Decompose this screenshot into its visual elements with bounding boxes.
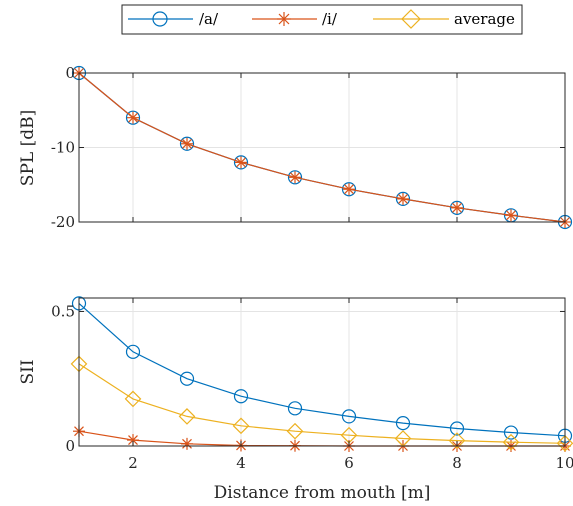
sii-point-i — [181, 437, 193, 450]
spl-point-i — [505, 209, 517, 222]
sii-ylabel: SII — [18, 359, 38, 384]
sii-xtick-label: 10 — [555, 454, 573, 472]
sii-point-a — [287, 401, 303, 416]
sii-ytick-label: 0.5 — [51, 302, 75, 320]
spl-point-i — [397, 192, 409, 205]
sii-xtick-label: 6 — [344, 454, 354, 472]
spl-axes: 0 -10 -20 SPL [dB] — [18, 64, 573, 231]
sii-axes: 2 4 6 8 10 0 0.5 SII Distance from mouth [m] — [18, 296, 573, 503]
legend-label-a: /a/ — [199, 10, 219, 28]
spl-series-i-line — [78, 72, 566, 223]
sii-point-average — [556, 434, 573, 452]
sii-point-average — [286, 422, 304, 440]
spl-point-i — [289, 171, 301, 184]
spl-point-a — [125, 110, 141, 125]
sii-xtick-label: 8 — [452, 454, 462, 472]
spl-point-a — [395, 191, 411, 207]
sii-xlabel: Distance from mouth [m] — [214, 483, 431, 503]
spl-ticks: 0 -10 -20 — [51, 64, 566, 231]
sii-point-a — [125, 344, 141, 359]
spl-grid — [79, 72, 566, 223]
spl-point-a — [449, 200, 465, 215]
sii-point-a — [341, 409, 357, 424]
legend-marker-i — [277, 12, 291, 26]
legend-entry-i: /i/ — [252, 10, 338, 28]
legend-entry-a: /a/ — [128, 10, 219, 28]
sii-xtick-label: 4 — [236, 454, 246, 472]
sii-point-a — [449, 421, 465, 436]
spl-ytick-label: -10 — [51, 139, 75, 157]
spl-point-i — [235, 156, 247, 169]
sii-point-a — [503, 425, 519, 440]
legend-marker-average — [401, 9, 421, 29]
sii-point-a — [179, 371, 195, 386]
sii-ytick-label: 0 — [65, 437, 75, 455]
sii-point-average — [178, 408, 196, 425]
spl-ylabel: SPL [dB] — [18, 110, 38, 186]
spl-point-i — [343, 183, 355, 196]
spl-point-a — [287, 170, 303, 185]
sii-point-i — [127, 434, 139, 447]
spl-series — [71, 65, 573, 230]
spl-point-a — [233, 155, 249, 170]
sii-point-a — [233, 389, 249, 404]
sii-point-average — [124, 390, 142, 408]
spl-point-a — [179, 136, 195, 151]
sii-series-a-line — [78, 302, 566, 437]
sii-point-average — [232, 417, 250, 435]
sii-point-a — [395, 416, 411, 431]
sii-point-average — [502, 433, 520, 451]
sii-series — [70, 296, 573, 452]
legend: /a/ /i/ average — [121, 4, 523, 35]
spl-point-i — [127, 111, 139, 124]
sii-grid — [79, 298, 566, 447]
spl-point-a — [341, 182, 357, 197]
sii-axes-frame — [78, 297, 566, 447]
sii-point-average — [448, 432, 466, 449]
spl-point-i — [181, 137, 193, 150]
legend-entry-average: average — [373, 9, 515, 29]
spl-point-i — [451, 201, 463, 214]
sii-series-average-line — [78, 363, 566, 444]
sii-xtick-label: 2 — [128, 454, 138, 472]
spl-ytick-label: 0 — [65, 64, 75, 82]
legend-marker-a — [152, 11, 168, 27]
legend-label-i: /i/ — [322, 10, 338, 28]
legend-label-average: average — [454, 10, 515, 28]
spl-ytick-label: -20 — [51, 213, 75, 231]
sii-ticks: 2 4 6 8 10 0 0.5 — [51, 298, 573, 472]
